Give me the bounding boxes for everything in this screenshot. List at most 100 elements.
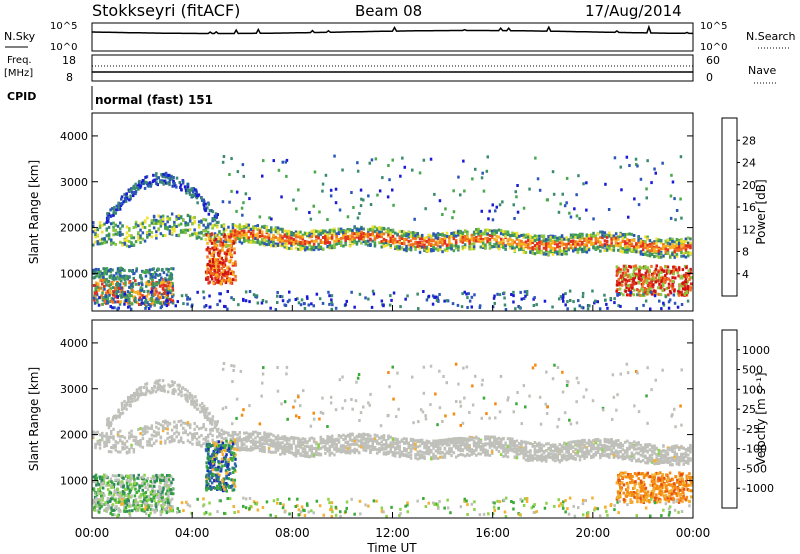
power-cell [642, 282, 645, 286]
power-cell [297, 247, 300, 251]
power-cell [518, 234, 521, 238]
power-cell [367, 194, 370, 198]
power-cell [294, 234, 298, 238]
power-cell [680, 274, 683, 278]
velocity-cell [342, 447, 345, 451]
power-cell [569, 235, 573, 239]
velocity-cell [342, 438, 345, 441]
power-cell [247, 226, 250, 230]
velocity-cell [333, 438, 336, 442]
power-cell [362, 198, 365, 202]
power-cell [219, 243, 222, 246]
power-cell [182, 228, 185, 232]
power-cell [533, 234, 537, 238]
power-cell [678, 242, 681, 246]
power-cell [131, 269, 134, 273]
power-cell [628, 241, 631, 245]
power-cell [613, 301, 616, 305]
power-cell [619, 291, 623, 295]
power-cell [258, 234, 262, 238]
power-cell [450, 242, 453, 246]
power-cell [601, 236, 604, 240]
power-cell [512, 294, 515, 298]
power-cell [518, 243, 521, 247]
velocity-cell [308, 438, 311, 442]
power-cell [603, 293, 606, 297]
velocity-cell [265, 433, 268, 437]
power-cell [138, 292, 142, 296]
velocity-cell [285, 438, 289, 442]
power-cell [108, 300, 112, 304]
power-cell [654, 280, 658, 284]
power-cell [170, 292, 174, 296]
power-cell [663, 288, 666, 292]
power-cell [488, 209, 491, 213]
velocity-cell [94, 442, 97, 446]
power-cell [485, 169, 489, 173]
power-cell [477, 227, 480, 231]
velocity-cell [148, 437, 151, 441]
velocity-cell [324, 451, 327, 455]
power-cell [208, 209, 212, 212]
power-cell [578, 304, 581, 308]
power-cell [398, 241, 401, 245]
velocity-cell [164, 441, 167, 445]
power-cell [243, 233, 246, 237]
velocity-cell [245, 431, 248, 435]
power-cell [215, 280, 219, 284]
velocity-cell [119, 450, 122, 454]
power-cell [551, 249, 555, 252]
velocity-cell [385, 451, 388, 455]
power-cell [101, 298, 105, 302]
power-cell [134, 290, 138, 294]
power-cell [231, 278, 235, 282]
power-cell [596, 239, 600, 243]
power-cell [112, 228, 115, 232]
velocity-cell [378, 447, 381, 450]
velocity-cell [317, 443, 320, 447]
power-cell [100, 294, 103, 298]
velocity-cell [317, 452, 320, 456]
power-cell [301, 241, 305, 245]
velocity-cell [128, 431, 131, 435]
power-cell [170, 227, 174, 231]
velocity-cell [105, 438, 108, 442]
power-cell [658, 282, 661, 286]
power-cell [124, 281, 127, 285]
power-cell [351, 238, 354, 241]
power-cell [99, 275, 102, 279]
power-cell [536, 242, 539, 246]
power-cell [157, 267, 160, 271]
power-cell [479, 240, 483, 244]
power-cell [616, 292, 619, 296]
power-cell [107, 279, 111, 283]
power-cell [683, 284, 686, 288]
velocity-cell [362, 437, 365, 441]
power-cell [200, 196, 203, 200]
power-cell [209, 274, 213, 278]
power-cell [301, 233, 305, 237]
velocity-cell [188, 431, 192, 435]
power-cell [678, 290, 681, 294]
power-cell [563, 247, 566, 251]
power-cell [524, 240, 528, 244]
power-cell [279, 238, 282, 241]
power-cell [355, 233, 359, 237]
power-cell [116, 270, 120, 273]
velocity-cell [299, 438, 302, 442]
power-cell [348, 237, 352, 241]
velocity-cell [116, 441, 120, 445]
power-cell [605, 248, 609, 252]
power-cell [559, 295, 563, 299]
power-cell [297, 230, 300, 234]
velocity-cell [261, 444, 264, 448]
power-cell [542, 234, 546, 238]
power-cell [162, 281, 165, 284]
power-cell [417, 307, 420, 311]
power-cell [346, 228, 350, 232]
power-cell [677, 293, 681, 297]
power-cell [671, 252, 674, 256]
power-cell [164, 223, 167, 227]
power-cell [193, 215, 196, 219]
power-cell [423, 245, 426, 249]
